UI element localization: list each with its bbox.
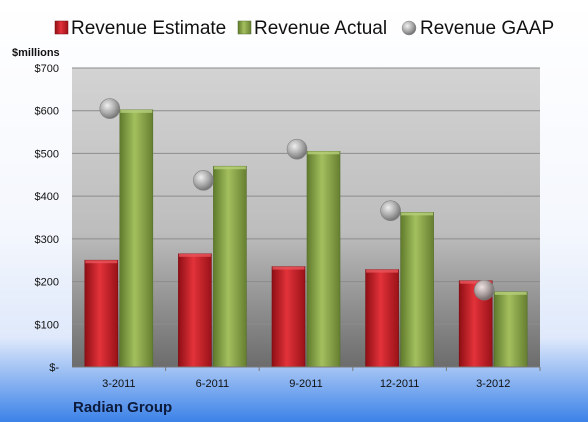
gaap-marker [286,138,308,160]
legend-item-actual: Revenue Actual [237,18,387,39]
gaap-marker [473,279,495,301]
bar-top-highlight [307,151,340,155]
y-tick-label: $400 [35,191,59,203]
y-tick-label: $200 [35,277,59,289]
x-tick-label: 3-2011 [102,378,135,390]
legend-label-gaap: Revenue GAAP [420,18,554,39]
bar-top-highlight [272,266,305,270]
y-axis-unit-label: $millions [12,47,60,59]
bar-revenue-estimate [178,253,212,368]
bar-revenue-estimate [365,269,399,368]
bar-revenue-estimate [271,266,306,368]
y-tick-label: $300 [35,234,59,246]
gaap-marker [380,200,401,221]
y-tick-label: $700 [35,63,59,75]
legend: Revenue Estimate Revenue Actual Revenue … [54,18,554,39]
gaap-markers [99,98,495,301]
legend-swatch-estimate [54,20,69,35]
legend-swatch-actual [237,20,252,35]
bar-top-highlight [85,260,118,264]
x-tick-label: 9-2011 [289,378,322,390]
company-name: Radian Group [73,399,172,416]
y-axis-ticks: $- $100 $200 $300 $400 $500 $600 $700 [35,63,60,374]
bar-revenue-actual [493,291,528,368]
x-tick-label: 12-2011 [380,378,420,390]
bar-top-highlight [178,253,211,257]
bar-revenue-actual [213,165,247,368]
legend-label-estimate: Revenue Estimate [71,18,226,39]
legend-item-estimate: Revenue Estimate [54,18,226,39]
bar-revenue-actual [119,109,154,368]
x-axis-ticks: 3-2011 6-2011 9-2011 12-2011 3-2012 [102,367,541,390]
bar-top-highlight [494,291,527,295]
y-tick-label: $600 [35,106,59,118]
y-tick-label: $- [49,362,59,374]
legend-item-gaap: Revenue GAAP [401,18,554,39]
gaap-marker [193,170,214,191]
bar-revenue-actual [306,150,341,368]
bar-top-highlight [120,109,153,113]
bars [84,109,528,368]
bar-top-highlight [401,212,434,216]
y-tick-label: $100 [35,319,59,331]
bar-revenue-estimate [84,259,119,368]
y-tick-label: $500 [35,148,59,160]
legend-label-actual: Revenue Actual [254,18,387,39]
x-tick-label: 6-2011 [196,378,229,390]
x-tick-label: 3-2012 [476,378,510,390]
bar-top-highlight [366,269,399,273]
gaap-marker [99,98,121,119]
bar-revenue-actual [400,212,434,368]
bar-top-highlight [213,166,246,170]
bar-top-highlight [459,280,492,284]
legend-marker-gaap [401,20,417,36]
